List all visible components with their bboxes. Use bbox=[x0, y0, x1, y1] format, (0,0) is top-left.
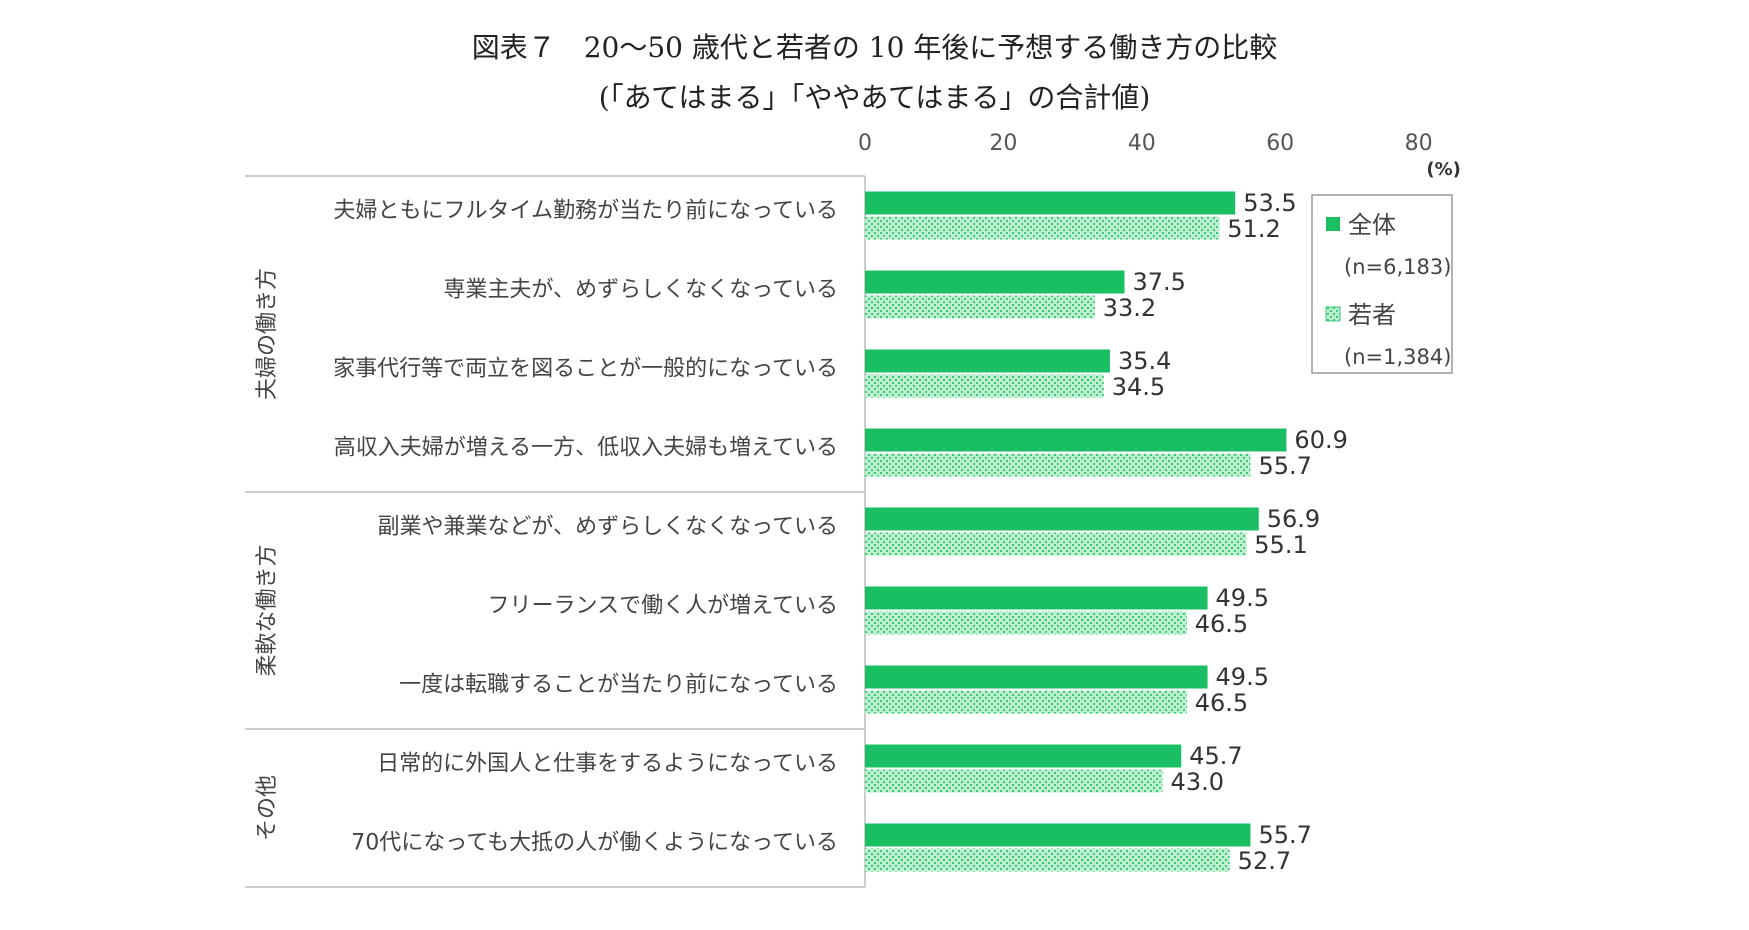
category-label: 70代になっても大抵の人が働くようになっている bbox=[351, 831, 838, 856]
group-label: 夫婦の働き方 bbox=[255, 268, 280, 400]
group-label: 柔軟な働き方 bbox=[255, 544, 280, 676]
bar-youth bbox=[865, 453, 1251, 477]
bar-all bbox=[865, 507, 1259, 531]
data-label-youth: 55.1 bbox=[1254, 531, 1307, 559]
bar-all bbox=[865, 586, 1208, 610]
category-label: 家事代行等で両立を図ることが一般的になっている bbox=[333, 357, 838, 382]
data-label-youth: 34.5 bbox=[1112, 373, 1165, 401]
bar-all bbox=[865, 191, 1236, 215]
bar-all bbox=[865, 428, 1287, 452]
category-label: 夫婦ともにフルタイム勤務が当たり前になっている bbox=[334, 199, 838, 224]
bar-youth bbox=[865, 611, 1187, 635]
legend-swatch-youth bbox=[1325, 306, 1341, 322]
legend-label-all: 全体 bbox=[1348, 211, 1396, 239]
bar-all bbox=[865, 349, 1110, 373]
bar-youth bbox=[865, 769, 1163, 793]
bar-youth bbox=[865, 690, 1187, 714]
data-label-all: 37.5 bbox=[1133, 268, 1186, 296]
data-label-youth: 52.7 bbox=[1238, 847, 1291, 875]
bar-all bbox=[865, 270, 1125, 294]
legend-n-all: (n=6,183) bbox=[1344, 255, 1451, 279]
bar-youth bbox=[865, 295, 1095, 319]
bar-youth bbox=[865, 532, 1247, 556]
category-label: フリーランスで働く人が増えている bbox=[488, 594, 838, 619]
x-tick-label: 20 bbox=[989, 131, 1017, 156]
data-label-all: 35.4 bbox=[1118, 347, 1171, 375]
category-label: 一度は転職することが当たり前になっている bbox=[399, 673, 838, 698]
data-label-youth: 46.5 bbox=[1195, 689, 1248, 717]
bar-youth bbox=[865, 848, 1230, 872]
x-tick-label: 0 bbox=[858, 131, 872, 156]
legend-n-youth: (n=1,384) bbox=[1344, 345, 1451, 369]
data-label-all: 49.5 bbox=[1216, 663, 1269, 691]
chart-subtitle: (「あてはまる」「ややあてはまる」の合計値) bbox=[598, 81, 1151, 114]
x-tick-label: 60 bbox=[1266, 131, 1294, 156]
bar-all bbox=[865, 823, 1251, 847]
chart-title: 図表７ 20〜50 歳代と若者の 10 年後に予想する働き方の比較 bbox=[471, 31, 1278, 64]
data-label-youth: 51.2 bbox=[1227, 215, 1280, 243]
data-label-all: 45.7 bbox=[1189, 742, 1242, 770]
data-label-youth: 43.0 bbox=[1171, 768, 1224, 796]
legend-label-youth: 若者 bbox=[1348, 301, 1396, 329]
data-label-youth: 33.2 bbox=[1103, 294, 1156, 322]
x-tick-label: 80 bbox=[1405, 131, 1433, 156]
bar-youth bbox=[865, 216, 1220, 240]
data-label-youth: 55.7 bbox=[1258, 452, 1311, 480]
x-unit-label: (%) bbox=[1426, 159, 1461, 180]
group-label: その他 bbox=[255, 775, 280, 841]
category-label: 副業や兼業などが、めずらしくなくなっている bbox=[378, 515, 838, 540]
data-label-youth: 46.5 bbox=[1195, 610, 1248, 638]
category-label: 日常的に外国人と仕事をするようになっている bbox=[377, 752, 838, 777]
legend-swatch-all bbox=[1326, 217, 1340, 231]
data-label-all: 56.9 bbox=[1267, 505, 1320, 533]
x-tick-label: 40 bbox=[1128, 131, 1156, 156]
bar-all bbox=[865, 744, 1182, 768]
category-label: 専業主夫が、めずらしくなくなっている bbox=[444, 278, 838, 303]
bar-youth bbox=[865, 374, 1104, 398]
data-label-all: 55.7 bbox=[1258, 821, 1311, 849]
data-label-all: 53.5 bbox=[1243, 189, 1296, 217]
data-label-all: 49.5 bbox=[1216, 584, 1269, 612]
bar-all bbox=[865, 665, 1208, 689]
data-label-all: 60.9 bbox=[1294, 426, 1347, 454]
category-label: 高収入夫婦が増える一方、低収入夫婦も増えている bbox=[334, 436, 838, 461]
